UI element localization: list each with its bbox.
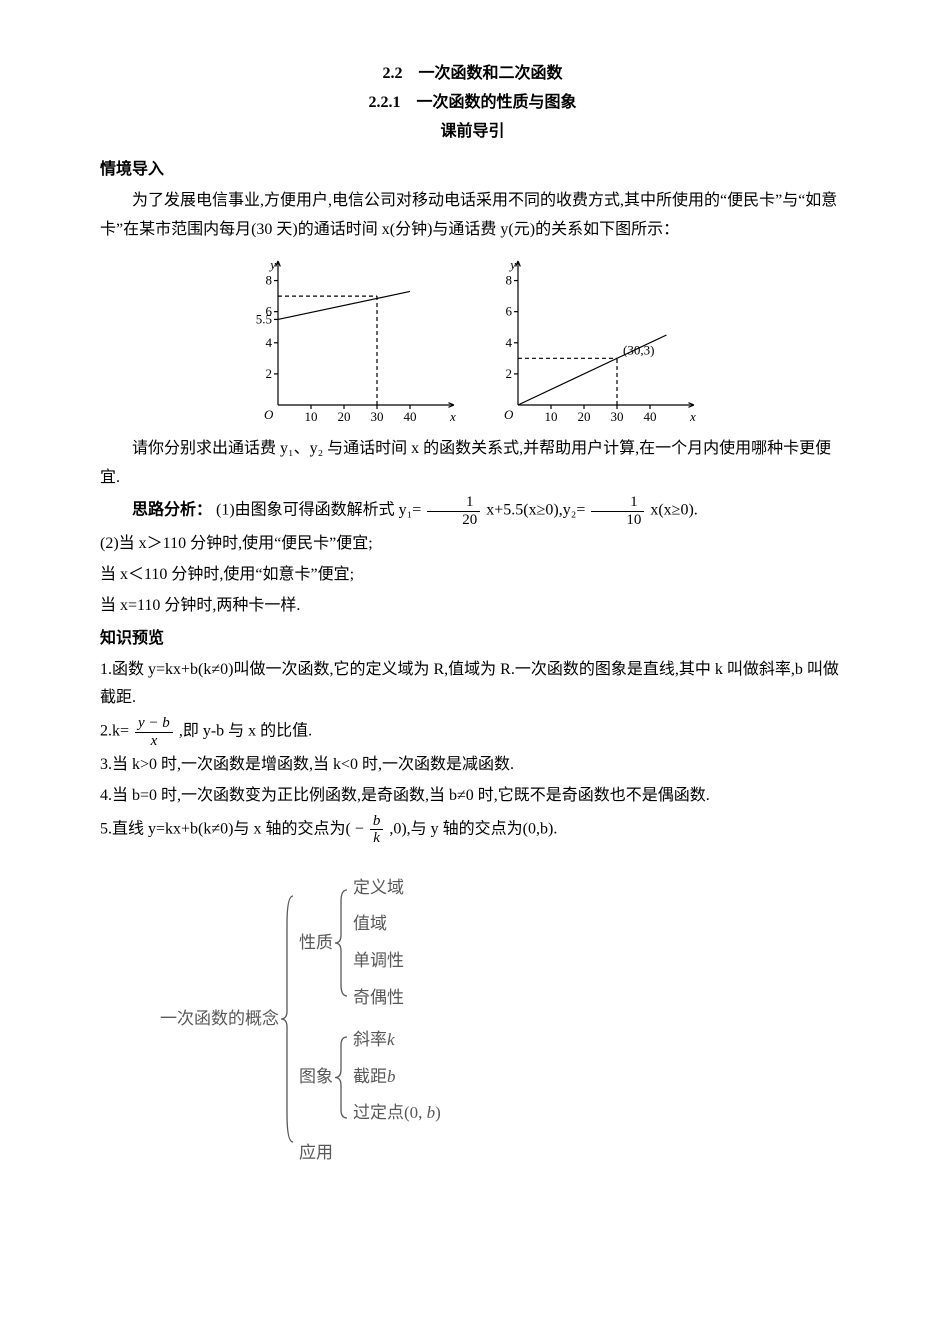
tree-branch-2-items: 斜率k截距b过定点(0, b) — [349, 1022, 441, 1132]
analysis-line-3: 当 x＜110 分钟时,使用“如意卡”便宜; — [100, 561, 845, 590]
analysis-1a: (1)由图象可得函数解析式 y₁= — [216, 502, 421, 519]
title-line-1: 2.2 一次函数和二次函数 — [100, 60, 845, 89]
knowledge-4: 4.当 b=0 时,一次函数变为正比例函数,是奇函数,当 b≠0 时,它既不是奇… — [100, 782, 845, 811]
title-block: 2.2 一次函数和二次函数 2.2.1 一次函数的性质与图象 课前导引 — [100, 60, 845, 146]
analysis-label: 思路分析： — [132, 502, 212, 519]
svg-text:10: 10 — [304, 409, 317, 424]
svg-text:y: y — [508, 257, 516, 272]
svg-text:O: O — [504, 407, 514, 422]
brace-root — [279, 894, 295, 1144]
tree-item: 值域 — [349, 906, 404, 943]
chart-1: Oyx1020304024685.5 — [248, 255, 458, 425]
charts-row: Oy x 10 20 30 40 2 4 6 8 5.5 Oy x 10 20 30 40 2 4 6 8 (30,3) — [100, 255, 845, 425]
svg-text:30: 30 — [610, 409, 623, 424]
knowledge-5: 5.直线 y=kx+b(k≠0)与 x 轴的交点为( − b k ,0),与 y… — [100, 813, 845, 847]
brace-b1 — [333, 888, 349, 998]
chart-2: Oy x 10 20 30 40 2 4 6 8 (30,3) — [488, 255, 698, 425]
svg-text:5.5: 5.5 — [255, 311, 271, 326]
tree-item: 单调性 — [349, 943, 404, 980]
svg-text:6: 6 — [505, 303, 512, 318]
svg-text:(30,3): (30,3) — [623, 342, 654, 357]
svg-text:20: 20 — [337, 409, 350, 424]
tree-item: 斜率k — [349, 1022, 441, 1059]
analysis-1c: x(x≥0). — [650, 502, 697, 519]
intro-paragraph: 为了发展电信事业,方便用户,电信公司对移动电话采用不同的收费方式,其中所使用的“… — [100, 187, 845, 245]
svg-text:2: 2 — [505, 366, 512, 381]
heading-context: 情境导入 — [100, 156, 845, 185]
heading-preview: 知识预览 — [100, 625, 845, 654]
title-line-3: 课前导引 — [100, 118, 845, 147]
svg-text:x: x — [689, 409, 696, 424]
fraction-bk: b k — [370, 813, 384, 847]
svg-text:30: 30 — [370, 409, 383, 424]
tree-item: 定义域 — [349, 870, 404, 907]
tree-item: 奇偶性 — [349, 980, 404, 1017]
tree-branch-3: 应用 — [295, 1135, 441, 1172]
svg-text:40: 40 — [403, 409, 416, 424]
svg-text:10: 10 — [544, 409, 557, 424]
concept-tree: 一次函数的概念 性质 定义域值域单调性奇偶性 图象 斜率k截距b过定点(0, b… — [160, 867, 845, 1172]
svg-text:4: 4 — [265, 335, 272, 350]
svg-text:40: 40 — [643, 409, 656, 424]
tree-branch-1-label: 性质 — [299, 928, 333, 959]
fraction-k: y − b x — [135, 715, 173, 749]
svg-text:20: 20 — [577, 409, 590, 424]
analysis-line-4: 当 x=110 分钟时,两种卡一样. — [100, 592, 845, 621]
tree-branch-2-label: 图象 — [299, 1062, 333, 1093]
knowledge-3: 3.当 k>0 时,一次函数是增函数,当 k<0 时,一次函数是减函数. — [100, 751, 845, 780]
analysis-1b: x+5.5(x≥0),y₂= — [486, 502, 585, 519]
svg-text:O: O — [264, 407, 274, 422]
knowledge-2: 2.k= y − b x ,即 y-b 与 x 的比值. — [100, 715, 845, 749]
brace-b2 — [333, 1035, 349, 1120]
svg-text:4: 4 — [505, 335, 512, 350]
svg-text:x: x — [449, 409, 456, 424]
svg-text:y: y — [268, 257, 276, 272]
fraction-1: 1 20 — [427, 494, 480, 528]
knowledge-1: 1.函数 y=kx+b(k≠0)叫做一次函数,它的定义域为 R,值域为 R.一次… — [100, 656, 845, 714]
fraction-2: 1 10 — [591, 494, 644, 528]
tree-item: 截距b — [349, 1059, 441, 1096]
svg-text:2: 2 — [265, 366, 272, 381]
tree-branch-1-items: 定义域值域单调性奇偶性 — [349, 870, 404, 1016]
analysis-line-1: 思路分析： (1)由图象可得函数解析式 y₁= 1 20 x+5.5(x≥0),… — [100, 494, 845, 528]
tree-item: 过定点(0, b) — [349, 1095, 441, 1132]
title-line-2: 2.2.1 一次函数的性质与图象 — [100, 89, 845, 118]
svg-text:8: 8 — [505, 272, 512, 287]
after-chart-paragraph: 请你分别求出通话费 y₁、y₂ 与通话时间 x 的函数关系式,并帮助用户计算,在… — [100, 435, 845, 493]
tree-root: 一次函数的概念 — [160, 1004, 279, 1035]
analysis-line-2: (2)当 x＞110 分钟时,使用“便民卡”便宜; — [100, 530, 845, 559]
svg-text:8: 8 — [265, 272, 272, 287]
